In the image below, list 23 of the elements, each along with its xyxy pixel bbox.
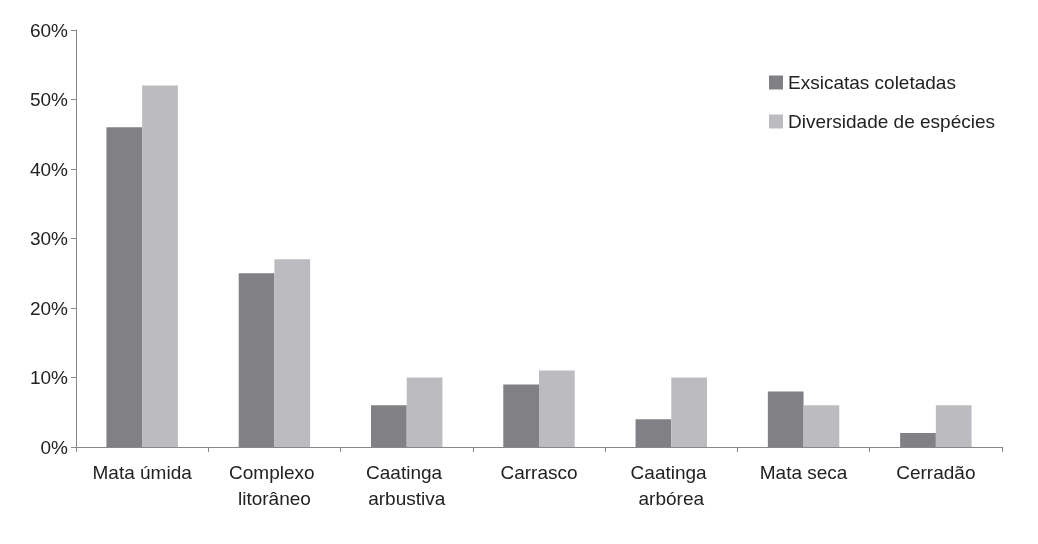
bar bbox=[406, 377, 443, 447]
y-tick-label: 50% bbox=[29, 89, 69, 110]
bar bbox=[803, 405, 840, 447]
x-tick-label: Caatinga arbustiva bbox=[366, 461, 448, 509]
bar bbox=[671, 377, 707, 447]
x-tick-label: Complexo litorâneo bbox=[229, 461, 320, 509]
x-tick-label: Cerradão bbox=[896, 461, 976, 483]
x-tick-label: Mata seca bbox=[759, 461, 848, 483]
y-tick-label: 20% bbox=[29, 297, 69, 319]
legend-label: Diversidade de espécies bbox=[787, 111, 996, 132]
bar bbox=[142, 85, 178, 447]
x-tick-label: Caatinga arbórea bbox=[630, 461, 712, 509]
y-tick-label: 40% bbox=[29, 158, 69, 180]
x-tick-label: Mata úmida bbox=[92, 461, 193, 483]
y-tick-label: 60% bbox=[29, 19, 69, 41]
legend-label: Exsicatas coletadas bbox=[787, 72, 956, 93]
y-tick-label: 30% bbox=[29, 228, 69, 249]
bar bbox=[935, 405, 972, 447]
bar bbox=[274, 259, 311, 447]
y-tick-label: 10% bbox=[29, 367, 69, 388]
bar bbox=[539, 370, 575, 447]
x-tick-label: Carrasco bbox=[500, 461, 578, 483]
y-tick-label: 0% bbox=[40, 436, 69, 458]
